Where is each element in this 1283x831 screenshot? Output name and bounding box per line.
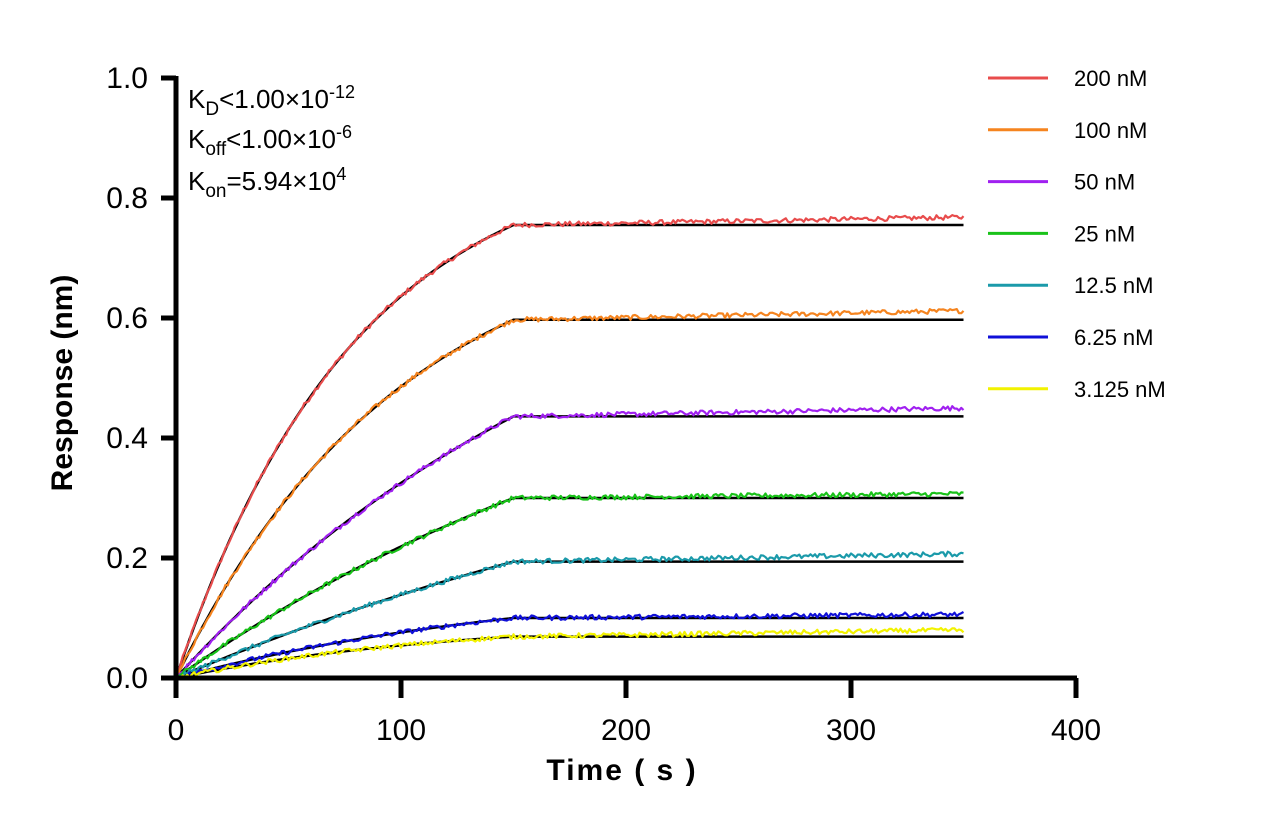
kd-annotation: KD<1.00×10-12 (188, 82, 355, 120)
x-tick-label: 300 (826, 714, 876, 747)
koff-exp: -6 (336, 122, 352, 142)
kon-exp: 4 (336, 164, 346, 184)
y-tick-label: 0.4 (106, 422, 148, 455)
fit-curve-12_5-nM (175, 560, 964, 680)
koff-sub: off (205, 139, 227, 160)
legend-label: 50 nM (1074, 170, 1135, 195)
x-tick-label: 0 (168, 714, 185, 747)
legend: 200 nM 100 nM 50 nM 25 nM 12.5 nM 6.25 nM 3.12… (988, 66, 1166, 402)
fit-curves (174, 223, 964, 680)
legend-label: 25 nM (1074, 221, 1135, 246)
y-tick-label: 0.0 (106, 662, 148, 695)
y-axis-title: Response (nm) (46, 275, 79, 492)
legend-label: 6.25 nM (1074, 325, 1154, 350)
kon-main: K (188, 166, 206, 196)
data-series-50-nM (175, 405, 965, 679)
kd-rel: <1.00×10 (219, 84, 329, 114)
kd-main: K (188, 84, 206, 114)
kinetic-constants: KD<1.00×10-12 Koff<1.00×10-6 Kon=5.94×10… (188, 82, 355, 202)
fit-curve-50-nM (175, 415, 964, 679)
x-tick-label: 200 (601, 714, 651, 747)
legend-label: 3.125 nM (1074, 377, 1166, 402)
data-series-3_125-nM (175, 626, 965, 680)
y-ticks: 0.0 0.2 0.4 0.6 0.8 1.0 (106, 62, 176, 695)
kd-sub: D (205, 99, 219, 120)
koff-annotation: Koff<1.00×10-6 (188, 122, 352, 160)
y-tick-label: 0.6 (106, 302, 148, 335)
x-tick-label: 400 (1051, 714, 1101, 747)
y-tick-label: 0.2 (106, 542, 148, 575)
kon-rel: =5.94×10 (226, 166, 336, 196)
x-axis-title: Time ( s ) (546, 754, 697, 787)
data-series-12_5-nM (175, 550, 964, 680)
legend-label: 12.5 nM (1074, 273, 1154, 298)
kon-annotation: Kon=5.94×104 (188, 164, 346, 202)
legend-label: 100 nM (1074, 118, 1147, 143)
data-series (174, 214, 965, 680)
x-tick-label: 100 (376, 714, 426, 747)
data-series-25-nM (175, 490, 964, 679)
y-tick-label: 1.0 (106, 62, 148, 95)
data-series-6_25-nM (175, 611, 965, 680)
kon-sub: on (205, 181, 226, 202)
kd-exp: -12 (329, 82, 355, 102)
fit-curve-6_25-nM (175, 616, 964, 680)
koff-main: K (188, 124, 206, 154)
data-series-200-nM (174, 214, 965, 679)
data-series-100-nM (175, 308, 965, 679)
koff-rel: <1.00×10 (226, 124, 336, 154)
x-ticks: 0 100 200 300 400 (168, 678, 1101, 747)
y-tick-label: 0.8 (106, 182, 148, 215)
fit-curve-200-nM (174, 223, 964, 679)
legend-label: 200 nM (1074, 66, 1147, 91)
